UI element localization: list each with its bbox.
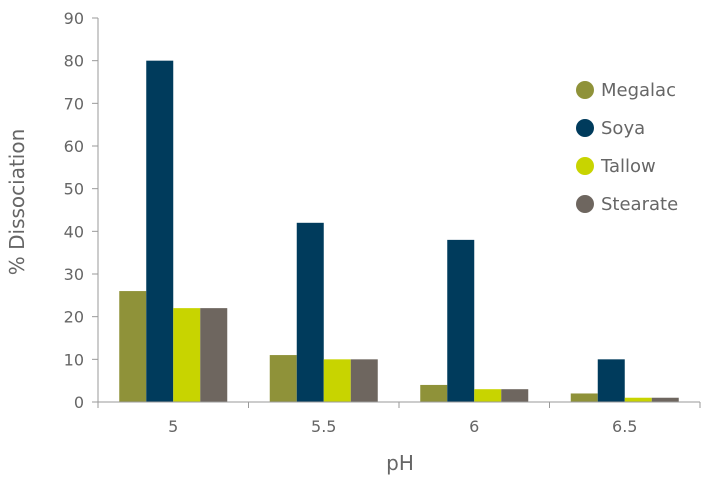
bar-soya-5 xyxy=(146,60,174,403)
bar-tallow-5 xyxy=(173,308,201,402)
y-tick-label: 60 xyxy=(64,137,84,156)
y-tick-label: 90 xyxy=(64,9,84,28)
bar-megalac-6 xyxy=(420,384,448,402)
legend-label-stearate: Stearate xyxy=(601,194,678,215)
y-tick-label: 70 xyxy=(64,94,84,113)
bar-soya-5.5 xyxy=(296,222,324,402)
bar-stearate-5.5 xyxy=(350,359,378,402)
y-tick-label: 0 xyxy=(74,393,84,412)
y-axis-ticks: 0 10 20 30 40 50 60 70 80 90 xyxy=(64,9,98,412)
bar-soya-6.5 xyxy=(597,359,625,402)
legend-label-tallow: Tallow xyxy=(600,156,656,177)
bar-soya-6 xyxy=(447,239,475,402)
legend-label-megalac: Megalac xyxy=(601,80,676,101)
bars xyxy=(119,60,679,403)
bar-megalac-5 xyxy=(119,291,147,402)
y-tick-label: 20 xyxy=(64,308,84,327)
y-tick-label: 10 xyxy=(64,350,84,369)
x-axis-title: pH xyxy=(386,451,414,475)
legend-marker-tallow xyxy=(576,157,594,175)
bar-tallow-6 xyxy=(474,389,502,402)
y-tick-label: 30 xyxy=(64,265,84,284)
y-axis-title: % Dissociation xyxy=(5,129,29,276)
bar-stearate-5 xyxy=(200,308,228,402)
bar-megalac-6.5 xyxy=(570,393,598,402)
y-tick-label: 80 xyxy=(64,52,84,71)
legend-marker-stearate xyxy=(576,195,594,213)
bar-tallow-6.5 xyxy=(624,397,652,402)
legend-marker-megalac xyxy=(576,81,594,99)
bar-tallow-5.5 xyxy=(323,359,351,402)
x-tick-label: 5.5 xyxy=(311,417,336,436)
x-axis-ticks: 5 5.5 6 6.5 xyxy=(97,402,701,436)
bar-stearate-6.5 xyxy=(651,397,679,402)
legend-label-soya: Soya xyxy=(601,118,645,139)
legend: Megalac Soya Tallow Stearate xyxy=(576,80,678,215)
y-tick-label: 40 xyxy=(64,222,84,241)
legend-marker-soya xyxy=(576,119,594,137)
bar-stearate-6 xyxy=(501,389,529,402)
x-tick-label: 5 xyxy=(168,417,178,436)
y-tick-label: 50 xyxy=(64,180,84,199)
x-tick-label: 6.5 xyxy=(612,417,637,436)
bar-megalac-5.5 xyxy=(269,355,297,402)
x-tick-label: 6 xyxy=(469,417,479,436)
